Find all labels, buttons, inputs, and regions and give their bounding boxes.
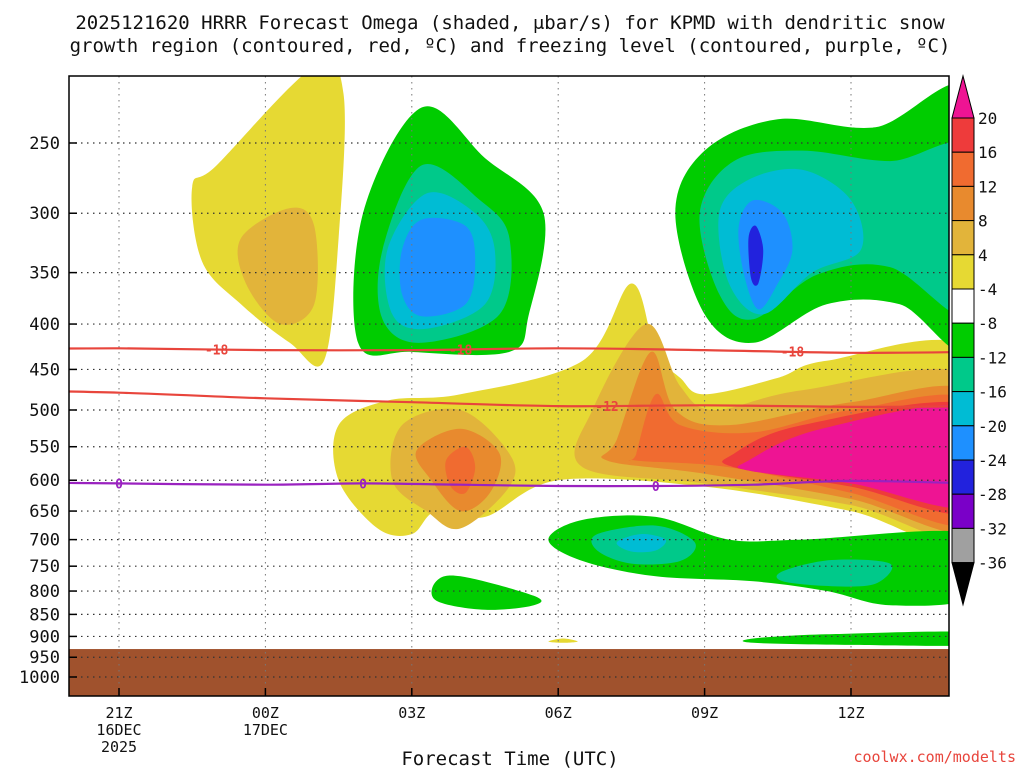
y-tick-label: 700 xyxy=(29,531,60,551)
y-tick-label: 350 xyxy=(29,264,60,284)
colorbar-top-arrow xyxy=(951,74,975,119)
y-tick-label: 1000 xyxy=(19,668,60,688)
colorbar-label: -8 xyxy=(978,314,997,333)
omega-region-sink-lower-left xyxy=(431,575,542,610)
colorbar-label: 8 xyxy=(978,212,988,231)
colorbar-label: -24 xyxy=(978,451,1007,470)
contour-dendritic_minus18 xyxy=(69,347,949,354)
x-tick-label: 06Z xyxy=(545,704,572,722)
colorbar-label: 4 xyxy=(978,246,988,265)
x-tick-label: 03Z xyxy=(398,704,425,722)
omega-region-lift-05z-07z-d xyxy=(445,446,476,495)
x-tick-label: 09Z xyxy=(691,704,718,722)
colorbar-bin xyxy=(951,254,975,290)
contour-label-dendritic_minus18: -18 xyxy=(205,344,229,359)
x-axis-label: Forecast Time (UTC) xyxy=(401,748,618,768)
x-tick-label: 2025 xyxy=(101,738,137,756)
colorbar-bottom-arrow xyxy=(951,562,975,607)
y-axis: 2503003504004505005506006507007508008509… xyxy=(19,134,77,688)
omega-region-upper-ascent-0z-03z xyxy=(191,76,345,367)
plot-frame xyxy=(68,75,950,697)
colorbar-bin xyxy=(951,185,975,222)
colorbar-label: 16 xyxy=(978,143,997,162)
contour-lines: -18 -18 -18 -12 0 0 0 xyxy=(69,344,949,495)
x-tick-label: 16DEC xyxy=(96,721,141,739)
colorbar-label: -4 xyxy=(978,280,997,299)
colorbar-bin xyxy=(951,288,975,324)
omega-region-sink-lower-right xyxy=(742,631,949,646)
colorbar-bin xyxy=(951,151,975,187)
y-tick-label: 450 xyxy=(29,360,60,380)
y-tick-label: 900 xyxy=(29,627,60,647)
colorbar-label: 20 xyxy=(978,109,997,128)
colorbar-bin xyxy=(951,527,975,564)
ground-terrain xyxy=(69,649,949,696)
y-tick-label: 800 xyxy=(29,582,60,602)
colorbar-bin xyxy=(951,117,975,153)
omega-shading xyxy=(191,76,949,646)
colorbar-bin xyxy=(951,493,975,529)
chart-title-line1: 2025121620 HRRR Forecast Omega (shaded, … xyxy=(75,12,945,34)
omega-region-upper-ascent-core xyxy=(237,207,318,325)
colorbar-label: -36 xyxy=(978,554,1007,573)
y-tick-label: 850 xyxy=(29,605,60,625)
omega-region-sink-09z-d xyxy=(738,199,793,310)
colorbar-bin xyxy=(951,322,975,358)
y-tick-label: 600 xyxy=(29,471,60,491)
x-tick-label: 21Z xyxy=(105,704,132,722)
x-tick-label: 17DEC xyxy=(243,721,288,739)
omega-region-sink-03z-d xyxy=(399,217,476,317)
grid-lines xyxy=(69,76,949,696)
colorbar-bin xyxy=(951,425,975,461)
omega-region-sink-low-d xyxy=(616,534,667,553)
colorbar-label: 12 xyxy=(978,177,997,196)
colorbar-label: -32 xyxy=(978,519,1007,538)
contour-label-freezing_zero: 0 xyxy=(359,477,367,492)
contour-freezing_zero xyxy=(69,479,949,488)
contour-label-dendritic_minus18: -18 xyxy=(781,346,805,361)
colorbar-bin xyxy=(951,220,975,256)
colorbar-label: -20 xyxy=(978,417,1007,436)
omega-region-sink-09z-e xyxy=(748,225,764,286)
colorbar-bin xyxy=(951,459,975,495)
contour-label-dendritic_minus12: -12 xyxy=(595,400,618,415)
colorbar: 20 16 12 8 4 -4 -8 -12 -16 -20 -24 -28 -32 -36 xyxy=(951,74,1007,607)
x-tick-label: 00Z xyxy=(252,704,279,722)
x-tick-label: 12Z xyxy=(837,704,864,722)
y-tick-label: 550 xyxy=(29,438,60,458)
y-tick-label: 400 xyxy=(29,315,60,335)
colorbar-label: -16 xyxy=(978,383,1007,402)
omega-region-sink-low-c xyxy=(776,559,893,587)
contour-label-freezing_zero: 0 xyxy=(652,480,660,495)
contour-dendritic_minus12 xyxy=(69,390,949,409)
colorbar-bin xyxy=(951,391,975,427)
colorbar-label: -28 xyxy=(978,485,1007,504)
credit-text: coolwx.com/modelts xyxy=(853,748,1016,766)
contour-label-dendritic_minus18: -18 xyxy=(449,344,473,359)
colorbar-label: -12 xyxy=(978,348,1007,367)
y-tick-label: 950 xyxy=(29,648,60,668)
y-tick-label: 300 xyxy=(29,204,60,224)
y-tick-label: 500 xyxy=(29,401,60,421)
y-tick-label: 650 xyxy=(29,502,60,522)
y-tick-label: 250 xyxy=(29,134,60,154)
y-tick-label: 750 xyxy=(29,557,60,577)
colorbar-bin xyxy=(951,356,975,393)
chart-title-line2: growth region (contoured, red, ºC) and f… xyxy=(70,35,951,57)
omega-region-lift-tiny xyxy=(548,638,578,643)
contour-label-freezing_zero: 0 xyxy=(115,477,123,492)
